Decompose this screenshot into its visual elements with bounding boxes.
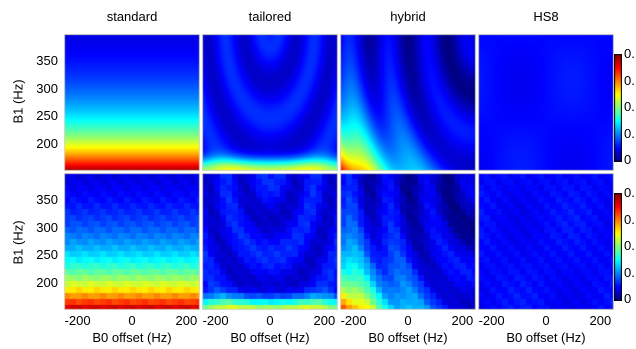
colorbar-tick-label: 0. bbox=[624, 46, 635, 61]
x-axis-label-3: B0 offset (Hz) bbox=[368, 330, 448, 345]
colorbar-tick-label: 0 bbox=[624, 291, 632, 306]
heatmap-tailored-row1 bbox=[202, 34, 338, 171]
y-tick-label: 200 bbox=[36, 274, 58, 290]
colorbar-tick-label: 0. bbox=[624, 99, 635, 114]
heatmap-hs8-row1 bbox=[478, 34, 614, 171]
colorbar-tick-label: 0 bbox=[624, 152, 632, 167]
panel-title-hs8: HS8 bbox=[533, 9, 559, 24]
x-tick-label: -200 bbox=[340, 313, 367, 328]
y-tick-label: 350 bbox=[36, 192, 58, 208]
x-axis-label-1: B0 offset (Hz) bbox=[92, 330, 172, 345]
panel-title-standard: standard bbox=[106, 9, 158, 24]
x-tick-label: 0 bbox=[404, 313, 412, 328]
heatmap-standard-row1 bbox=[64, 34, 200, 171]
x-tick-label: 0 bbox=[542, 313, 550, 328]
x-tick-label: 200 bbox=[451, 313, 474, 328]
y-tick-label: 350 bbox=[36, 53, 58, 69]
x-tick-label: 200 bbox=[175, 313, 198, 328]
colorbar-tick-label: 0. bbox=[624, 125, 635, 141]
heatmap-hybrid-row2 bbox=[340, 173, 476, 310]
x-axis-label-4: B0 offset (Hz) bbox=[506, 330, 586, 345]
colorbar-tick-label: 0. bbox=[624, 264, 635, 280]
colorbar-tick-label: 0. bbox=[624, 211, 635, 227]
x-tick-label: 200 bbox=[589, 313, 612, 328]
y-tick-label: 200 bbox=[36, 135, 58, 151]
x-tick-label: -200 bbox=[64, 313, 91, 328]
y-tick-label: 250 bbox=[36, 108, 58, 124]
x-tick-label: -200 bbox=[478, 313, 505, 328]
y-tick-label: 300 bbox=[36, 80, 58, 96]
x-tick-label: 200 bbox=[313, 313, 336, 328]
colorbar-row2 bbox=[614, 193, 622, 301]
heatmap-tailored-row2 bbox=[202, 173, 338, 310]
y-axis-label-row2: B1 (Hz) bbox=[10, 220, 26, 265]
panel-title-tailored: tailored bbox=[248, 9, 292, 24]
heatmap-standard-row2 bbox=[64, 173, 200, 310]
colorbar-tick-label: 0. bbox=[624, 72, 635, 88]
heatmap-hs8-row2 bbox=[478, 173, 614, 310]
x-tick-label: 0 bbox=[266, 313, 274, 328]
x-tick-label: 0 bbox=[128, 313, 136, 328]
colorbar-tick-label: 0. bbox=[624, 238, 635, 253]
x-axis-label-2: B0 offset (Hz) bbox=[230, 330, 310, 345]
y-axis-label-row1: B1 (Hz) bbox=[10, 79, 26, 124]
panel-title-hybrid: hybrid bbox=[390, 9, 426, 24]
x-tick-label: -200 bbox=[202, 313, 229, 328]
heatmap-hybrid-row1 bbox=[340, 34, 476, 171]
y-tick-label: 300 bbox=[36, 219, 58, 235]
colorbar-row1 bbox=[614, 54, 622, 162]
y-tick-label: 250 bbox=[36, 247, 58, 263]
colorbar-tick-label: 0. bbox=[624, 185, 635, 200]
